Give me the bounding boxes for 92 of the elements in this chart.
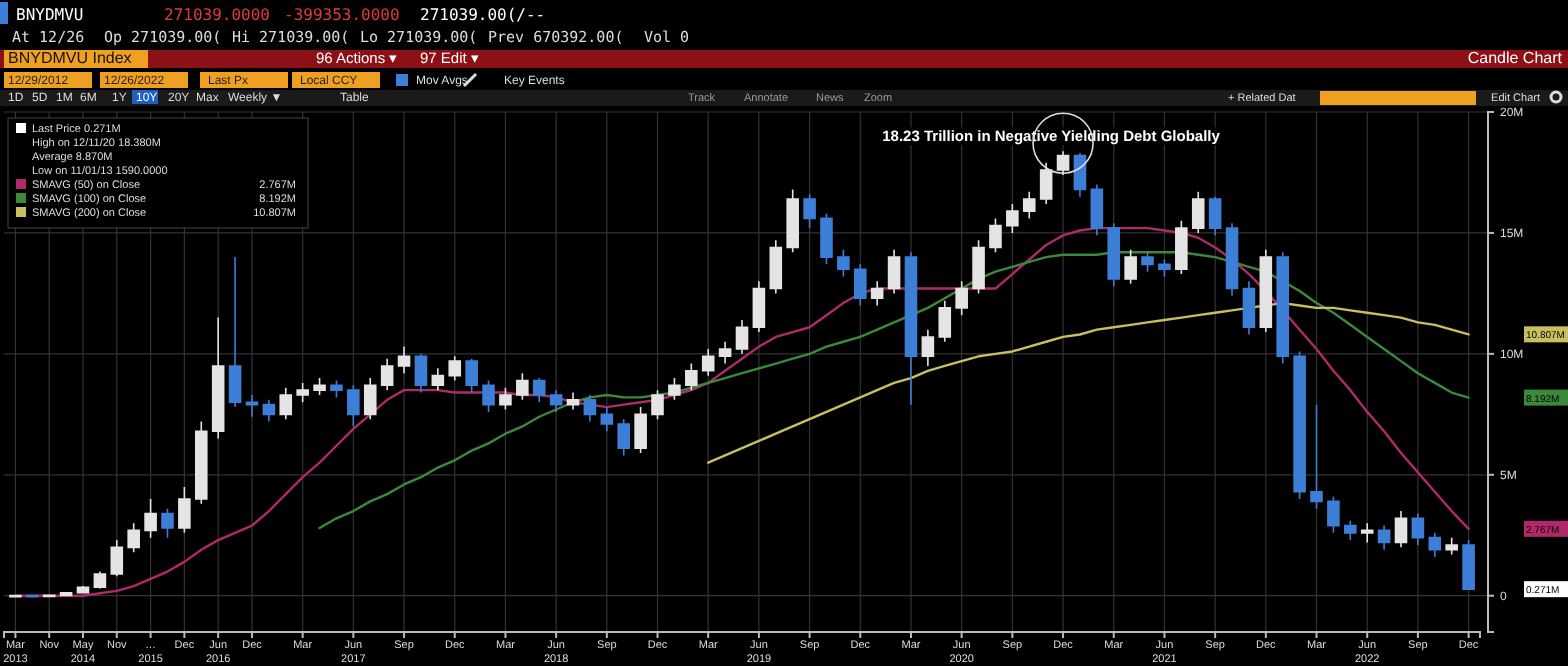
candlestick <box>194 420 208 505</box>
candlestick <box>144 498 157 539</box>
candlestick <box>1225 222 1239 297</box>
candlestick <box>1022 191 1036 220</box>
candlestick <box>1141 251 1154 273</box>
candlestick <box>1006 203 1019 234</box>
candlestick <box>532 377 546 404</box>
candlestick <box>431 367 445 391</box>
candlestick <box>1191 191 1205 234</box>
candlestick <box>1344 519 1357 541</box>
candlestick <box>178 486 191 534</box>
candlestick <box>549 389 563 413</box>
candlestick <box>735 319 749 355</box>
candlestick <box>262 399 276 423</box>
candlestick <box>870 280 884 307</box>
candlestick <box>617 418 631 457</box>
candlestick <box>499 386 512 411</box>
candlestick <box>245 394 259 418</box>
candlestick <box>110 539 124 578</box>
candlestick <box>1360 522 1374 544</box>
candlestick <box>516 372 529 401</box>
candlestick <box>1259 249 1273 333</box>
candlestick <box>1377 524 1391 551</box>
candlestick <box>59 591 73 597</box>
candlestick <box>76 585 90 595</box>
candlestick <box>583 394 597 423</box>
candlestick <box>752 280 766 333</box>
candlestick <box>1310 403 1323 510</box>
candlestick <box>786 188 799 254</box>
candlestick <box>1073 152 1087 198</box>
candlestick <box>1327 495 1340 534</box>
candlestick <box>448 355 462 382</box>
candlestick <box>363 377 377 420</box>
candlestick <box>1242 280 1256 336</box>
candlestick <box>397 345 411 375</box>
candlestick <box>1175 220 1188 275</box>
candlestick <box>93 570 107 590</box>
candlestick <box>685 362 698 391</box>
candlestick <box>465 357 478 394</box>
candlestick <box>296 382 309 404</box>
candlestick <box>211 316 225 440</box>
candlestick <box>837 249 850 278</box>
line-series <box>707 301 1470 464</box>
text: BNYDMVU Index <box>8 49 132 67</box>
candlestick <box>955 280 968 316</box>
text: Candle Chart <box>1467 49 1564 67</box>
candlestick <box>1107 222 1121 287</box>
candlestick <box>313 377 326 396</box>
candlestick <box>127 522 140 553</box>
candlestick <box>1445 536 1458 556</box>
candlestick <box>1090 183 1104 237</box>
candlestick <box>803 193 816 229</box>
candlestick <box>600 406 614 433</box>
candlestick <box>634 406 647 454</box>
candlestick <box>1411 512 1425 546</box>
candlestick <box>651 389 664 420</box>
candlestick <box>989 217 1002 254</box>
candlestick <box>1124 249 1137 285</box>
candlestick <box>718 340 732 365</box>
candlestick <box>853 263 867 307</box>
candlestick <box>1394 510 1408 549</box>
candlestick <box>380 357 394 391</box>
candlestick <box>347 384 360 428</box>
line-series <box>318 251 1470 530</box>
candlestick <box>904 251 918 406</box>
candlestick <box>887 249 901 295</box>
candlestick <box>1208 195 1222 237</box>
candlestick <box>668 377 681 401</box>
text: -399353.0000 <box>284 6 400 24</box>
candlestick <box>820 212 833 266</box>
candlestick <box>566 391 580 411</box>
candlestick <box>1056 150 1070 176</box>
candlestick <box>161 507 174 539</box>
candlestick <box>228 256 242 408</box>
candlestick <box>279 386 293 420</box>
candlestick <box>482 379 495 413</box>
candlestick <box>1293 350 1306 500</box>
candlestick <box>1462 539 1475 591</box>
candlestick <box>972 239 985 295</box>
candlestick <box>769 239 783 295</box>
candlestick <box>330 379 343 399</box>
candlestick <box>1428 532 1442 558</box>
candlestick <box>701 348 715 377</box>
candlestick <box>938 299 952 343</box>
candlestick <box>1276 251 1290 365</box>
candlestick <box>921 328 935 367</box>
candlestick <box>414 353 428 394</box>
candlestick <box>1158 258 1171 278</box>
candlestick <box>1039 161 1053 205</box>
text: 271039.0000 <box>164 6 271 24</box>
text: BNYDMVU <box>16 6 84 24</box>
text: 271039.00(/-- <box>420 6 546 24</box>
